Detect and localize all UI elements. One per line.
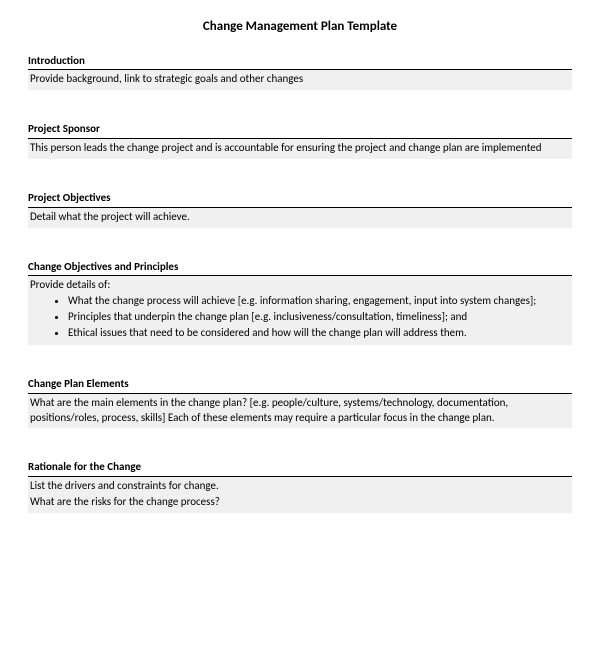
section-body: Provide details of:What the change proce… xyxy=(28,276,572,344)
section: IntroductionProvide background, link to … xyxy=(28,54,572,91)
section-body: List the drivers and constraints for cha… xyxy=(28,477,572,513)
section-body: Provide background, link to strategic go… xyxy=(28,70,572,90)
section: Project Sponsor This person leads the cha… xyxy=(28,122,572,159)
section-paragraph: What are the risks for the change proces… xyxy=(30,495,570,510)
bullet-item: Ethical issues that need to be considere… xyxy=(68,326,570,341)
section-paragraph: Detail what the project will achieve. xyxy=(30,210,570,225)
section-heading: Project Objectives xyxy=(28,191,572,208)
section: Change Plan Elements What are the main el… xyxy=(28,377,572,429)
section-body: Detail what the project will achieve. xyxy=(28,208,572,228)
section-heading: Rationale for the Change xyxy=(28,460,572,477)
section: Rationale for the Change List the drivers… xyxy=(28,460,572,513)
section: Project Objectives Detail what the projec… xyxy=(28,191,572,228)
bullet-item: What the change process will achieve [e.… xyxy=(68,294,570,309)
section-heading: Project Sponsor xyxy=(28,122,572,139)
section-paragraph: What are the main elements in the change… xyxy=(30,396,570,426)
section: Change Objectives and PrinciplesProvide … xyxy=(28,260,572,345)
bullet-item: Principles that underpin the change plan… xyxy=(68,310,570,325)
section-paragraph: This person leads the change project and… xyxy=(30,141,570,156)
section-heading: Introduction xyxy=(28,54,572,71)
section-paragraph: Provide details of: xyxy=(30,278,570,293)
section-paragraph: Provide background, link to strategic go… xyxy=(30,72,570,87)
document-title: Change Management Plan Template xyxy=(28,18,572,36)
section-heading: Change Objectives and Principles xyxy=(28,260,572,277)
section-body: What are the main elements in the change… xyxy=(28,394,572,429)
section-paragraph: List the drivers and constraints for cha… xyxy=(30,479,570,494)
section-bullets: What the change process will achieve [e.… xyxy=(30,294,570,341)
section-body: This person leads the change project and… xyxy=(28,139,572,159)
section-heading: Change Plan Elements xyxy=(28,377,572,394)
sections-container: IntroductionProvide background, link to … xyxy=(28,54,572,513)
